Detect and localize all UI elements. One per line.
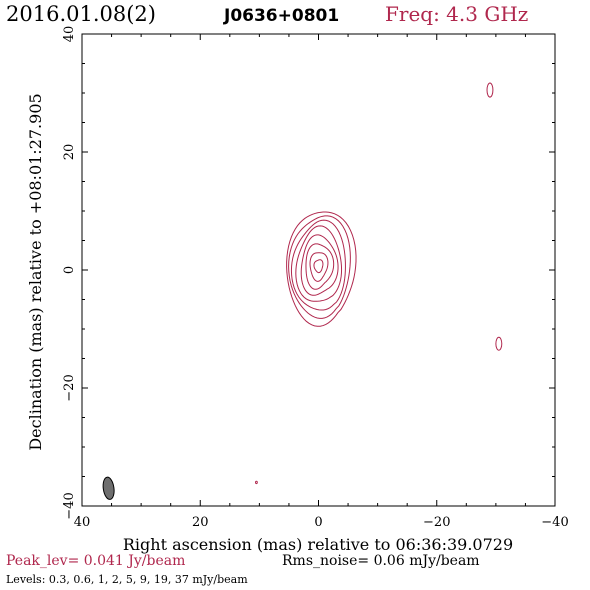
x-tick-label: 40 (74, 515, 91, 530)
noise-contour (495, 336, 503, 351)
x-tick-label: 0 (314, 515, 322, 530)
contour-level-7 (309, 252, 329, 282)
source-name: J0636+0801 (224, 6, 340, 26)
contour-level-3 (290, 219, 346, 311)
y-tick-label: 40 (62, 26, 77, 43)
y-tick-label: 20 (62, 144, 77, 161)
x-tick-label: −20 (423, 515, 450, 530)
rms-noise: Rms_noise= 0.06 mJy/beam (282, 553, 480, 569)
y-axis-label: Declination (mas) relative to +08:01:27.… (26, 93, 45, 450)
contour-level-8 (313, 259, 324, 274)
x-tick-label: −40 (541, 515, 568, 530)
contour-level-4 (295, 225, 343, 302)
frequency-label: Freq: 4.3 GHz (385, 2, 529, 26)
peak-level: Peak_lev= 0.041 Jy/beam (6, 553, 186, 569)
contour-level-2 (288, 215, 351, 319)
plot-frame (81, 33, 556, 507)
contour-level-5 (300, 234, 339, 296)
beam-ellipse (102, 476, 115, 500)
x-tick-label: 20 (192, 515, 209, 530)
contour-level-6 (305, 243, 335, 290)
noise-contour (255, 480, 258, 485)
contour-level-1 (286, 211, 357, 327)
observation-date: 2016.01.08(2) (6, 2, 156, 26)
y-tick-label: −20 (62, 374, 77, 401)
y-tick-label: −40 (62, 492, 77, 519)
x-axis-label: Right ascension (mas) relative to 06:36:… (123, 535, 513, 554)
noise-contour (486, 82, 494, 98)
contour-levels: Levels: 0.3, 0.6, 1, 2, 5, 9, 19, 37 mJy… (6, 573, 248, 586)
y-tick-label: 0 (62, 266, 77, 274)
